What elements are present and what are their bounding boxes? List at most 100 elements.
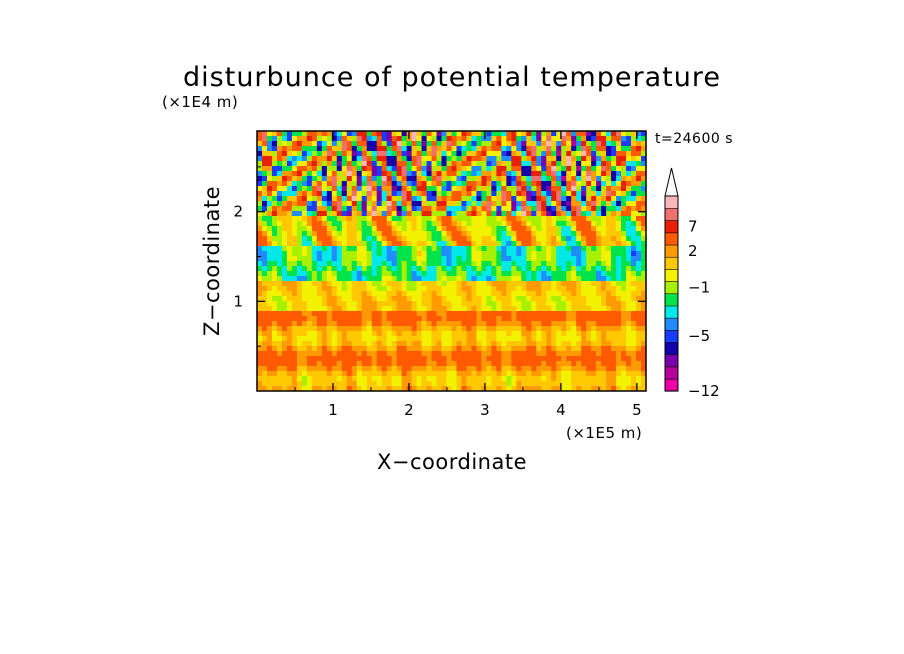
- contour-cell: [341, 291, 348, 297]
- contour-cell: [531, 386, 537, 392]
- contour-cell: [456, 286, 462, 292]
- contour-cell: [426, 206, 432, 212]
- contour-cell: [286, 246, 293, 252]
- contour-cell: [641, 366, 647, 372]
- contour-cell: [551, 216, 557, 222]
- contour-cell: [476, 201, 482, 207]
- contour-cell: [551, 281, 557, 287]
- contour-cell: [441, 226, 447, 232]
- contour-cell: [316, 346, 323, 352]
- contour-cell: [526, 251, 532, 257]
- contour-cell: [381, 366, 388, 372]
- contour-cell: [311, 366, 318, 372]
- contour-cell: [356, 226, 363, 232]
- contour-cell: [276, 261, 283, 267]
- contour-cell: [366, 146, 373, 152]
- colorbar-segment: [664, 317, 679, 331]
- contour-cell: [421, 286, 427, 292]
- contour-cell: [576, 306, 582, 312]
- contour-cell: [436, 276, 442, 282]
- contour-cell: [596, 321, 602, 327]
- contour-cell: [561, 191, 567, 197]
- contour-cell: [476, 316, 482, 322]
- contour-cell: [486, 136, 492, 142]
- contour-cell: [291, 326, 298, 332]
- contour-cell: [381, 146, 388, 152]
- contour-cell: [451, 216, 457, 222]
- contour-cell: [526, 266, 532, 272]
- contour-cell: [266, 286, 273, 292]
- contour-cell: [581, 181, 587, 187]
- contour-cell: [521, 221, 527, 227]
- contour-cell: [546, 146, 552, 152]
- contour-cell: [456, 186, 462, 192]
- contour-cell: [616, 286, 622, 292]
- contour-cell: [556, 216, 562, 222]
- contour-cell: [316, 236, 323, 242]
- contour-cell: [556, 231, 562, 237]
- contour-cell: [621, 241, 627, 247]
- contour-cell: [371, 181, 378, 187]
- contour-cell: [281, 386, 288, 392]
- contour-cell: [561, 131, 567, 137]
- contour-cell: [631, 221, 637, 227]
- contour-cell: [631, 166, 637, 172]
- contour-cell: [266, 306, 273, 312]
- contour-cell: [481, 341, 487, 347]
- contour-cell: [311, 286, 318, 292]
- contour-cell: [291, 166, 298, 172]
- contour-cell: [616, 331, 622, 337]
- contour-cell: [371, 176, 378, 182]
- contour-cell: [286, 296, 293, 302]
- contour-cell: [526, 201, 532, 207]
- contour-cell: [376, 381, 383, 387]
- contour-cell: [616, 316, 622, 322]
- contour-cell: [291, 261, 298, 267]
- contour-cell: [571, 176, 577, 182]
- contour-cell: [596, 156, 602, 162]
- contour-cell: [436, 246, 442, 252]
- contour-cell: [461, 276, 467, 282]
- contour-cell: [371, 151, 378, 157]
- contour-cell: [431, 146, 437, 152]
- contour-cell: [491, 286, 497, 292]
- contour-cell: [316, 191, 323, 197]
- contour-cell: [311, 171, 318, 177]
- contour-cell: [531, 361, 537, 367]
- contour-cell: [266, 371, 273, 377]
- contour-cell: [511, 331, 517, 337]
- contour-cell: [411, 196, 417, 202]
- contour-cell: [266, 326, 273, 332]
- contour-cell: [471, 156, 477, 162]
- contour-cell: [311, 206, 318, 212]
- contour-cell: [301, 261, 308, 267]
- contour-cell: [431, 271, 437, 277]
- contour-cell: [361, 351, 368, 357]
- contour-cell: [286, 196, 293, 202]
- contour-cell: [626, 346, 632, 352]
- contour-cell: [406, 376, 413, 382]
- contour-cell: [371, 156, 378, 162]
- contour-cell: [471, 321, 477, 327]
- contour-cell: [601, 176, 607, 182]
- contour-cell: [416, 306, 422, 312]
- contour-cell: [476, 271, 482, 277]
- contour-cell: [611, 301, 617, 307]
- contour-cell: [306, 301, 313, 307]
- contour-cell: [611, 321, 617, 327]
- contour-cell: [401, 136, 408, 142]
- contour-cell: [486, 321, 492, 327]
- contour-cell: [311, 146, 318, 152]
- contour-cell: [481, 151, 487, 157]
- contour-cell: [536, 216, 542, 222]
- contour-cell: [641, 311, 647, 317]
- contour-cell: [436, 291, 442, 297]
- contour-cell: [566, 366, 572, 372]
- contour-cell: [356, 341, 363, 347]
- colorbar-segment: [664, 378, 679, 392]
- contour-cell: [326, 331, 333, 337]
- contour-cell: [456, 341, 462, 347]
- contour-cell: [596, 331, 602, 337]
- contour-cell: [281, 381, 288, 387]
- contour-cell: [386, 151, 393, 157]
